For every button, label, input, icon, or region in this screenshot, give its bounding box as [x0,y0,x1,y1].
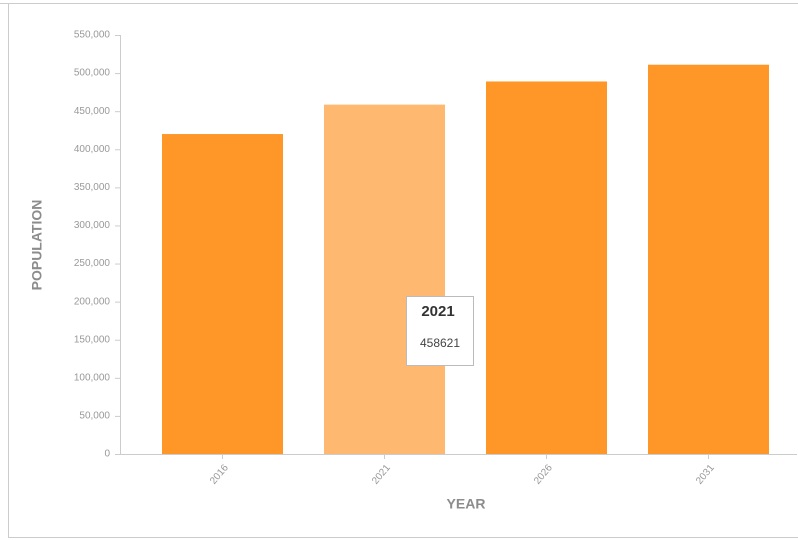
y-tick-label: 350,000 [74,182,111,193]
x-tick-label: 2031 [694,462,717,486]
x-tick-label: 2026 [532,462,555,486]
y-axis-title: POPULATION [29,200,45,291]
y-tick-label: 300,000 [74,220,111,231]
y-tick-label: 50,000 [79,411,110,422]
bar [324,104,445,454]
tooltip-title: 2021 [421,303,454,320]
y-tick-label: 0 [104,449,110,460]
x-axis-title: YEAR [447,496,486,512]
tooltip-box [406,296,474,366]
x-tick-label: 2021 [370,462,393,486]
y-tick-label: 400,000 [74,144,111,155]
y-tick-label: 100,000 [74,372,111,383]
bar [486,81,607,454]
y-tick-label: 550,000 [74,30,111,41]
bar [648,64,769,454]
y-tick-label: 200,000 [74,296,111,307]
y-tick-label: 250,000 [74,258,111,269]
bar [162,134,283,454]
tooltip-value: 458621 [420,336,460,350]
x-tick-label: 2016 [208,462,231,486]
tooltip: 2021 458621 [406,296,474,366]
y-tick-label: 450,000 [74,106,111,117]
y-tick-label: 500,000 [74,68,111,79]
y-tick-label: 150,000 [74,334,111,345]
